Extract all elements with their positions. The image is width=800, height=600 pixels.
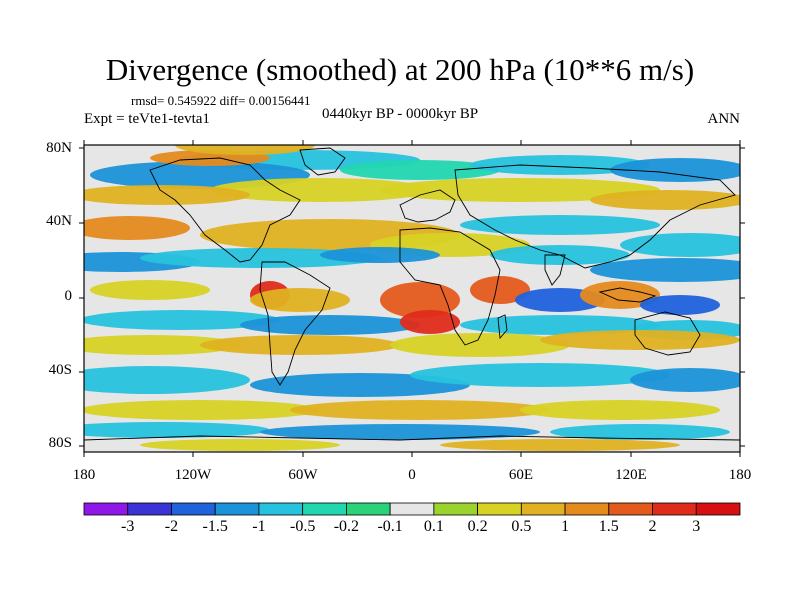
plot-title: Divergence (smoothed) at 200 hPa (10**6 … [105,52,695,87]
field-layer [84,145,740,452]
time-period-label: 0440kyr BP - 0000kyr BP [322,106,479,122]
coastline [149,157,301,263]
field-patch [610,158,740,182]
rmsd-stats: rmsd= 0.545922 diff= 0.00156441 [131,93,311,108]
colorbar-label: 1.5 [598,518,619,535]
field-patch [410,363,670,387]
coastline [259,261,331,386]
colorbar-label: -1 [252,518,266,535]
field-patch [250,373,470,397]
colorbar-label: -0.2 [333,518,360,535]
field-patch [460,315,660,335]
field-patch [470,155,650,175]
field-patch [84,310,280,330]
lon-label-180w: 180 [72,467,96,483]
coastline [634,311,701,356]
colorbar-label: -2 [164,518,179,535]
field-patch [390,333,570,357]
field-patch [84,185,250,205]
field-patch [540,330,740,350]
field-patch [140,248,380,268]
field-patch [84,366,250,394]
colorbar-label: -0.1 [377,518,403,535]
colorbar-label: 0.1 [423,518,444,535]
lon-label-60e: 60E [508,467,534,483]
field-patch [140,439,340,451]
lat-label-eq: 0 [64,288,73,304]
lon-label-120w: 120W [174,467,212,483]
lon-label-60w: 60W [288,467,318,483]
lat-label-40n: 40N [46,213,72,229]
coastline [84,435,740,441]
field-patch [210,178,430,202]
field-patch [550,424,730,440]
field-patch [200,335,400,355]
field-patch [640,295,720,315]
field-patch [250,288,350,312]
field-patch [380,282,460,318]
colorbar-label: 0.2 [467,518,488,535]
field-patch [470,276,530,304]
colorbar-label: 1 [561,518,570,535]
field-patch [90,280,210,300]
coastline [399,227,501,346]
colorbar-label: -3 [121,518,135,535]
field-patch [590,258,740,282]
coastline [544,254,566,286]
field-patch [400,310,460,334]
season-label: ANN [707,111,741,127]
lon-label-0: 0 [408,467,416,483]
coastline [497,314,508,340]
coastline [454,164,736,269]
coastline [399,189,456,223]
field-patch [380,178,660,202]
lon-label-180e: 180 [728,467,752,483]
coastline [598,287,657,303]
experiment-label: Expt = teVte1-tevta1 [84,111,210,127]
field-patch [320,247,440,263]
coastline [299,147,346,176]
colorbar-label: 3 [692,518,701,535]
field-patch [84,400,320,420]
lat-label-80s: 80S [48,435,72,451]
field-patch [240,315,420,335]
colorbar-label: 0.5 [511,518,532,535]
colorbar-label: -0.5 [289,518,316,535]
field-patch [84,335,240,355]
field-patch [590,190,740,210]
lon-label-120e: 120E [615,467,647,483]
colorbar-label: -1.5 [202,518,228,535]
field-patch [630,368,740,392]
field-patch [340,160,500,180]
field-patch [520,400,720,420]
colorbar-label: 2 [648,518,657,535]
field-patch [620,233,740,257]
field-patch [460,215,660,235]
field-patch [440,439,680,451]
field-patch [290,400,550,420]
lat-label-40s: 40S [48,362,72,378]
lat-label-80n: 80N [46,140,72,156]
field-patch [260,424,540,440]
field-patch [84,216,190,240]
field-patch [84,422,270,438]
field-patch [175,145,315,155]
